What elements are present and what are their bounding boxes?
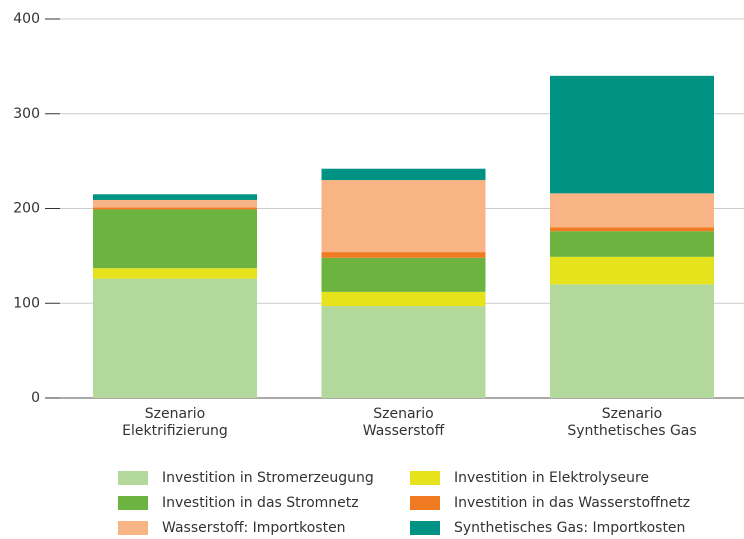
legend-label: Synthetisches Gas: Importkosten bbox=[454, 520, 685, 536]
legend-swatch bbox=[410, 471, 440, 485]
bar-segment bbox=[321, 252, 486, 258]
y-tick-label: 100 bbox=[13, 295, 40, 311]
legend-label: Wasserstoff: Importkosten bbox=[162, 520, 346, 536]
legend-swatch bbox=[118, 496, 148, 510]
bar-segment bbox=[321, 168, 486, 181]
bar-segment bbox=[93, 207, 257, 210]
bar-segment bbox=[321, 306, 486, 398]
bar-segment bbox=[93, 199, 257, 208]
legend-label: Investition in Stromerzeugung bbox=[162, 470, 374, 486]
bar-segment bbox=[550, 256, 714, 285]
legend-swatch bbox=[410, 496, 440, 510]
legend-swatch bbox=[118, 471, 148, 485]
bar-segment bbox=[321, 180, 486, 253]
legend-swatch bbox=[410, 521, 440, 535]
legend-label: Investition in das Stromnetz bbox=[162, 495, 359, 511]
bar-segment bbox=[550, 284, 714, 398]
x-tick-label: Szenario Elektrifizierung bbox=[122, 406, 228, 439]
legend-label: Investition in Elektrolyseure bbox=[454, 470, 649, 486]
bar-segment bbox=[93, 278, 257, 398]
bar-segment bbox=[93, 209, 257, 269]
bar-segment bbox=[93, 268, 257, 279]
legend-label: Investition in das Wasserstoffnetz bbox=[454, 495, 690, 511]
legend-swatch bbox=[118, 521, 148, 535]
y-tick-label: 200 bbox=[13, 201, 40, 217]
bar-segment bbox=[321, 291, 486, 307]
bar-segment bbox=[321, 257, 486, 292]
y-tick-label: 400 bbox=[13, 11, 40, 27]
x-tick-label: Szenario Wasserstoff bbox=[362, 406, 445, 439]
x-tick-label: Szenario Synthetisches Gas bbox=[567, 406, 697, 439]
y-tick-label: 0 bbox=[31, 390, 40, 406]
bar-segment bbox=[550, 231, 714, 257]
bar-segment bbox=[550, 75, 714, 194]
bar-segment bbox=[550, 227, 714, 232]
bar-segment bbox=[93, 194, 257, 200]
y-tick-label: 300 bbox=[13, 106, 40, 122]
bar-segment bbox=[550, 193, 714, 228]
